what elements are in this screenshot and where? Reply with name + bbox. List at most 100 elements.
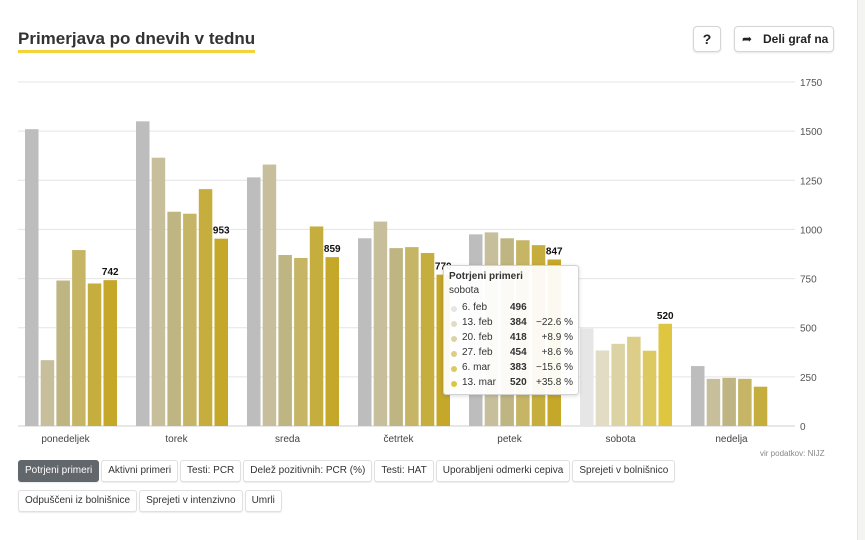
x-tick-label: torek <box>165 434 188 445</box>
bar <box>72 250 86 426</box>
data-label: 953 <box>213 226 230 237</box>
x-tick-label: ponedeljek <box>41 434 90 445</box>
bar <box>278 254 292 426</box>
tab-0[interactable]: Potrjeni primeri <box>18 460 100 482</box>
bar <box>309 226 324 426</box>
tooltip-row: 27. feb 454 +8.6 % <box>449 347 577 362</box>
legend-dot-icon <box>451 366 457 372</box>
bar <box>389 248 403 426</box>
tooltip-date: 6. mar <box>462 362 491 373</box>
tooltip-row: 13. mar 520 +35.8 % <box>449 377 577 392</box>
legend-dot-icon <box>451 336 457 342</box>
bar <box>25 129 39 427</box>
bar-chart: 0 250 500 750 1000 1250 1500 1750 742 ponedeljek 9… <box>18 78 823 445</box>
tooltip-value: 384 <box>510 317 527 328</box>
x-tick-label: nedelja <box>715 434 748 445</box>
tooltip-change: +8.6 % <box>541 347 573 358</box>
bar <box>373 221 388 426</box>
metric-tabs: Potrjeni primeri Aktivni primeri Testi: PC… <box>18 460 798 520</box>
bar <box>738 378 752 426</box>
tooltip-date: 13. feb <box>462 317 493 328</box>
bar <box>136 121 150 427</box>
tooltip-change: −22.6 % <box>536 317 573 328</box>
bar <box>87 283 102 426</box>
bar <box>595 350 610 426</box>
y-tick-label: 1000 <box>800 225 823 236</box>
y-tick-label: 250 <box>800 373 817 384</box>
tab-5[interactable]: Uporabljeni odmerki cepiva <box>435 460 571 482</box>
bar <box>325 257 339 426</box>
tooltip-date: 13. mar <box>462 377 496 388</box>
tab-3[interactable]: Delež pozitivnih: PCR (%) <box>243 460 373 482</box>
tab-9[interactable]: Umrli <box>244 490 282 512</box>
bar <box>580 328 594 426</box>
data-label: 520 <box>657 311 674 322</box>
bar <box>247 177 261 426</box>
tooltip-date: 6. feb <box>462 302 488 313</box>
bar <box>420 253 435 426</box>
help-button[interactable]: ? <box>693 26 721 52</box>
bar <box>294 257 308 426</box>
data-label: 859 <box>324 244 341 255</box>
y-tick-label: 1750 <box>800 78 823 89</box>
tooltip-title: Potrjeni primeri <box>449 271 523 282</box>
share-arrow-icon: ➦ <box>742 32 753 46</box>
bar <box>198 189 213 426</box>
bar <box>167 211 181 426</box>
x-tick-label: sreda <box>275 434 300 445</box>
tooltip-row: 13. feb 384 −22.6 % <box>449 317 577 332</box>
tooltip-row: 20. feb 418 +8.9 % <box>449 332 577 347</box>
tooltip-change: +35.8 % <box>536 377 573 388</box>
data-source: vir podatkov: NIJZ <box>760 449 825 458</box>
bar <box>151 157 166 426</box>
bar <box>642 350 657 426</box>
bar <box>40 360 55 426</box>
tab-6[interactable]: Sprejeti v bolnišnico <box>572 460 676 482</box>
bar <box>753 386 768 426</box>
tab-7[interactable]: Odpuščeni iz bolnišnice <box>18 490 138 512</box>
chart-tooltip: Potrjeni primeri sobota 6. feb 496 13. feb… <box>443 265 579 395</box>
chart-title: Primerjava po dnevih v tednu <box>18 30 256 53</box>
bar <box>262 164 277 426</box>
data-label: 847 <box>546 247 563 258</box>
x-tick-label: petek <box>497 434 522 445</box>
y-tick-label: 500 <box>800 324 817 335</box>
tab-1[interactable]: Aktivni primeri <box>101 460 179 482</box>
tooltip-value: 383 <box>510 362 527 373</box>
y-tick-label: 750 <box>800 275 817 286</box>
tooltip-value: 418 <box>510 332 527 343</box>
legend-dot-icon <box>451 306 457 312</box>
legend-dot-icon <box>451 381 457 387</box>
y-tick-label: 0 <box>800 422 806 433</box>
tooltip-value: 520 <box>510 377 527 388</box>
bar <box>214 238 228 426</box>
bar <box>691 366 705 426</box>
bar <box>722 377 736 426</box>
share-button-label: Deli graf na <box>763 32 829 46</box>
bar <box>405 247 419 426</box>
tooltip-date: 20. feb <box>462 332 493 343</box>
legend-dot-icon <box>451 321 457 327</box>
tab-8[interactable]: Sprejeti v intenzivno <box>139 490 243 512</box>
share-button[interactable]: ➦ Deli graf na <box>734 26 834 52</box>
tooltip-change: −15.6 % <box>536 362 573 373</box>
y-tick-label: 1250 <box>800 176 823 187</box>
bar <box>706 378 721 426</box>
bar <box>56 280 70 426</box>
tab-2[interactable]: Testi: PCR <box>180 460 242 482</box>
x-tick-label: četrtek <box>383 434 414 445</box>
bar <box>627 336 641 426</box>
bar <box>103 280 117 426</box>
bar <box>611 343 625 426</box>
tooltip-value: 454 <box>510 347 527 358</box>
data-label: 742 <box>102 267 119 278</box>
tab-4[interactable]: Testi: HAT <box>374 460 434 482</box>
bar <box>658 323 672 426</box>
tooltip-row: 6. feb 496 <box>449 302 577 317</box>
bar <box>358 238 372 426</box>
tooltip-row: 6. mar 383 −15.6 % <box>449 362 577 377</box>
tooltip-value: 496 <box>510 302 527 313</box>
tooltip-change: +8.9 % <box>541 332 573 343</box>
x-tick-label: sobota <box>605 434 635 445</box>
